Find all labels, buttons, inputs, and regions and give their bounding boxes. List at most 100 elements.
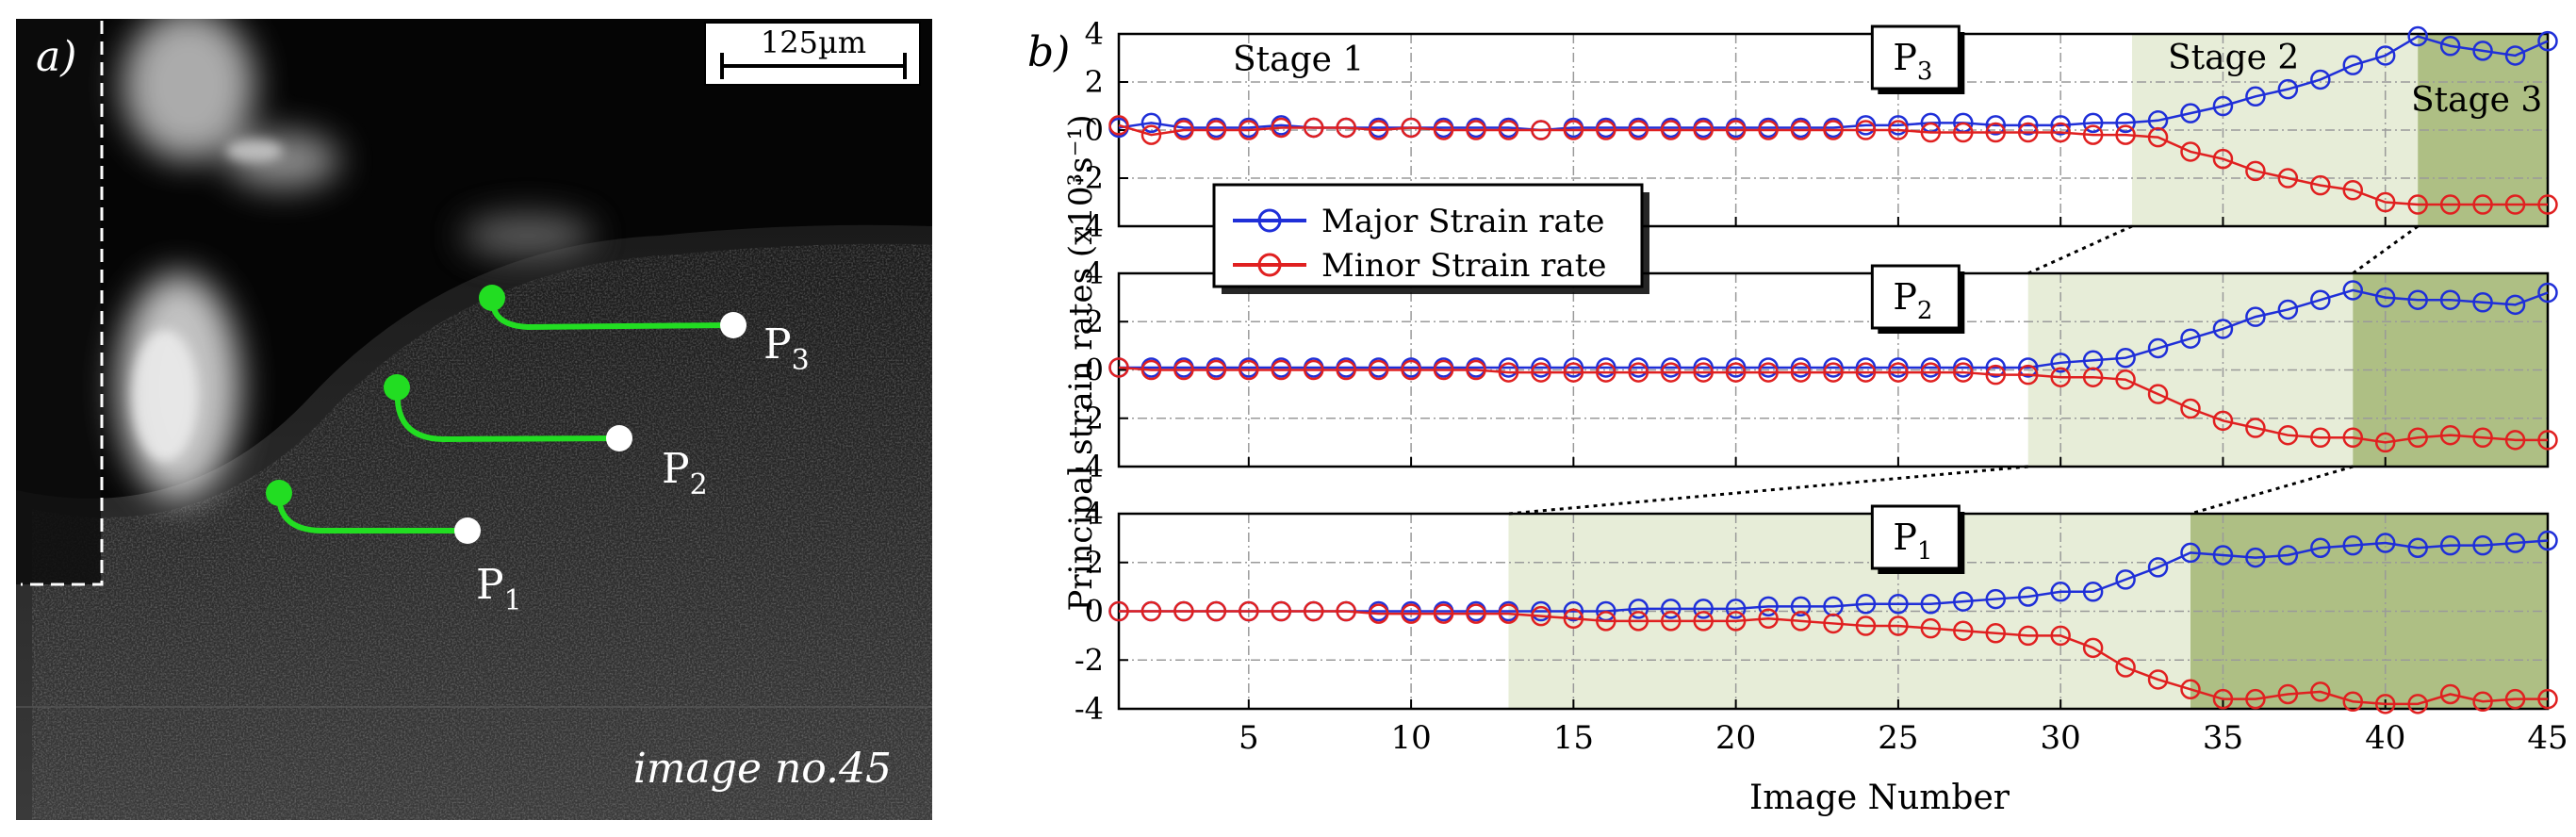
minor-strain-point: [2115, 369, 2136, 390]
minor-strain-point: [1563, 120, 1584, 140]
minor-strain-point: [1239, 359, 1259, 381]
minor-strain-point: [1108, 115, 1129, 136]
minor-strain-point: [1401, 359, 1421, 381]
minor-strain-point: [1140, 600, 1162, 622]
minor-strain-point: [1953, 362, 1974, 383]
minor-strain-point: [2017, 364, 2039, 386]
minor-strain-point: [1173, 120, 1194, 140]
major-strain-point: [2342, 280, 2364, 301]
minor-strain-point: [1271, 359, 1292, 381]
minor-strain-point: [1628, 362, 1649, 383]
minor-strain-point: [2180, 398, 2201, 419]
major-strain-point: [1693, 599, 1714, 619]
major-strain-point: [2472, 292, 2493, 313]
minor-strain-point: [2245, 160, 2266, 182]
major-strain-point: [1660, 357, 1682, 378]
major-strain-point: [1985, 357, 2007, 378]
y-tick-label: 0: [1085, 112, 1104, 148]
minor-strain-point: [1433, 359, 1454, 381]
minor-strain-point: [2180, 679, 2201, 700]
major-strain-point: [1628, 357, 1649, 378]
y-tick-label: 2: [1085, 64, 1104, 100]
major-strain-point: [1758, 357, 1779, 378]
stage-2-label: Stage 2: [2168, 39, 2299, 77]
chart-p2: 4 2 0 -2 -4 P2: [1075, 255, 2558, 484]
major-strain-point: [2342, 534, 2364, 556]
major-strain-point: [1531, 600, 1551, 622]
major-strain-point: [2017, 115, 2039, 136]
x-tick-label: 35: [2203, 719, 2243, 757]
x-tick-label: 10: [1390, 719, 1431, 757]
minor-strain-point: [2374, 432, 2396, 453]
minor-strain-point: [1303, 359, 1324, 381]
major-strain-point: [2245, 86, 2266, 107]
minor-strain-point: [1758, 608, 1779, 630]
y-tick-label: 2: [1085, 304, 1104, 339]
minor-strain-point: [1790, 611, 1812, 632]
minor-strain-point: [2245, 688, 2266, 710]
minor-strain-point: [1303, 117, 1324, 139]
title-box: [1870, 25, 1961, 90]
minor-strain-point: [1855, 615, 1877, 636]
micrograph-panel: a) 125µm P1 P2 P3 image no.45: [16, 19, 932, 820]
major-strain-point: [2277, 78, 2299, 100]
minor-strain-point: [2537, 688, 2558, 710]
major-strain-point: [1498, 357, 1519, 378]
chart-title: P2: [1893, 276, 1932, 325]
point-label-p2: P2: [662, 445, 708, 501]
minor-strain-point: [1140, 359, 1162, 381]
track-p3-start: [479, 285, 505, 311]
point-tracks: [266, 285, 747, 544]
minor-strain-point: [1855, 362, 1877, 383]
major-strain-point: [1920, 593, 1942, 615]
minor-strain-point: [1823, 362, 1844, 383]
minor-strain-point: [2082, 637, 2104, 659]
minor-strain-point: [1920, 617, 1942, 639]
minor-strain-point: [2082, 367, 2104, 387]
scale-bar: 125µm: [704, 22, 921, 86]
major-strain-point: [2082, 582, 2104, 602]
minor-strain-point: [1433, 603, 1454, 624]
minor-strain-point: [2017, 122, 2039, 143]
y-tick-label: 0: [1085, 353, 1104, 388]
minor-strain-line: [1118, 366, 2548, 444]
track-p2-start: [384, 374, 410, 401]
minor-strain-point: [2115, 657, 2136, 678]
major-strain-point: [2504, 45, 2526, 66]
x-tick-label: 40: [2365, 719, 2405, 757]
strain-rate-panel: b) Principal strain rates (x10³s⁻¹) Imag…: [1027, 16, 2568, 817]
major-strain-point: [1725, 357, 1747, 378]
minor-strain-point: [1239, 120, 1259, 140]
minor-strain-point: [2310, 427, 2331, 448]
minor-strain-line: [1119, 610, 2548, 706]
minor-strain-point: [2050, 367, 2071, 387]
minor-strain-point: [1563, 362, 1584, 383]
minor-strain-point: [2115, 124, 2136, 145]
minor-strain-point: [2472, 427, 2493, 448]
minor-strain-point: [2310, 681, 2331, 702]
minor-strain-point: [2277, 683, 2299, 705]
minor-strain-point: [1596, 611, 1616, 632]
chart-title: P1: [1893, 517, 1932, 566]
x-tick-label: 15: [1553, 719, 1594, 757]
minor-strain-point: [1596, 362, 1616, 383]
minor-strain-point: [1336, 117, 1356, 139]
minor-strain-point: [1206, 600, 1227, 622]
stage-3-label: Stage 3: [2411, 81, 2542, 120]
major-strain-point: [2115, 112, 2136, 134]
y-tick-label: -4: [1075, 449, 1104, 484]
y-tick-label: 2: [1085, 545, 1104, 581]
major-strain-point: [1888, 357, 1909, 378]
minor-strain-point: [1368, 120, 1389, 140]
major-strain-point: [1563, 600, 1584, 622]
chart-title: P3: [1893, 37, 1932, 86]
minor-strain-point: [1531, 605, 1551, 627]
minor-strain-point: [2407, 194, 2428, 215]
major-strain-point: [2277, 299, 2299, 320]
minor-strain-point: [1758, 362, 1779, 383]
scale-bar-label: 125µm: [761, 25, 866, 60]
major-strain-point: [1888, 593, 1909, 615]
minor-strain-point: [1660, 120, 1682, 140]
